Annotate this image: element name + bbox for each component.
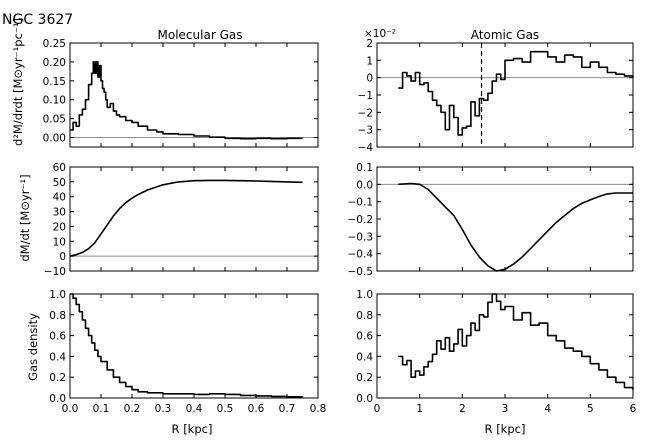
x-tick-label: 0.3	[155, 403, 172, 415]
y-tick-label: 0.10	[43, 95, 66, 107]
y-tick-label: 50	[53, 177, 66, 189]
y-tick-label: 0.00	[43, 133, 66, 145]
x-tick-label: 0.6	[248, 403, 265, 415]
y-tick-label: −10	[44, 266, 66, 278]
y-tick-label: 0.2	[49, 372, 66, 384]
axes-frame	[69, 42, 319, 148]
axes-frame	[376, 42, 634, 148]
scale-factor-label: ×10⁻²	[364, 28, 396, 40]
y-tick-label: 1.0	[49, 289, 66, 301]
y-tick-label: 60	[53, 162, 66, 174]
axes-frame	[69, 166, 319, 272]
series-line-atom-density	[398, 293, 634, 390]
series-line-mol-dmdt	[69, 179, 303, 257]
y-tick-label: 0.15	[43, 76, 66, 88]
y-tick-label: −0.3	[348, 231, 374, 243]
x-tick-label: 0.4	[186, 403, 203, 415]
series-line-atom-d2m	[398, 50, 634, 136]
panel-mol-dmdt: −10 0 10 20 30 40 50 60	[44, 162, 319, 278]
series-line-mol-d2m	[70, 61, 303, 140]
y-tick-label: 0.4	[49, 351, 66, 363]
x-tick-label: 3	[502, 403, 509, 415]
x-tick-label: 0.8	[310, 403, 327, 415]
panel-mol-density: 0.0 0.1 0.2 0.3 0.4 0.5 0.6 0.7 0.8 0.0 0.2 0.4 0.6 0…	[49, 289, 326, 415]
panel-atom-density: 0 1 2 3 4 5 6 0.0 0.2 0.4 0.6 0.8 1.0	[356, 289, 636, 415]
y-tick-label: 0.0	[356, 179, 373, 191]
ylabel-dmdt: dM/dt [M⊙yr⁻¹]	[18, 174, 32, 261]
panel-mol-d2m: 0.00 0.05 0.10 0.15 0.20 0.25	[43, 38, 319, 148]
x-tick-label: 2	[459, 403, 466, 415]
y-tick-label: −0.1	[348, 197, 374, 209]
y-tick-label: 0.1	[356, 162, 373, 174]
y-tick-label: 40	[53, 192, 66, 204]
x-tick-label: 0.7	[279, 403, 296, 415]
x-tick-label: 1	[416, 403, 423, 415]
x-tick-label: 5	[587, 403, 594, 415]
y-tick-label: −0.4	[348, 249, 374, 261]
y-tick-label: 10	[53, 236, 66, 248]
y-tick-label: 0.4	[356, 351, 373, 363]
x-tick-label: 0.2	[124, 403, 141, 415]
y-tick-label: 0.0	[49, 393, 66, 405]
y-tick-label: −3	[358, 125, 373, 137]
y-tick-label: −4	[358, 142, 374, 154]
y-tick-label: −2	[358, 107, 373, 119]
y-tick-label: −0.2	[348, 214, 374, 226]
series-line-mol-density	[70, 293, 304, 398]
y-tick-label: 0	[59, 251, 66, 263]
y-tick-label: −1	[358, 90, 373, 102]
xlabel-atomic: R [kpc]	[485, 422, 526, 436]
y-tick-label: 2	[366, 38, 373, 50]
y-tick-label: 0.6	[356, 331, 373, 343]
y-tick-label: 0.6	[49, 331, 66, 343]
y-tick-label: 0.25	[43, 38, 66, 50]
y-tick-label: 0.20	[43, 57, 66, 69]
x-tick-label: 0	[374, 403, 381, 415]
y-tick-label: 0.2	[356, 372, 373, 384]
series-line-atom-dmdt	[398, 182, 633, 272]
y-tick-label: 0.05	[43, 114, 66, 126]
ylabel-gas-density: Gas density	[26, 313, 40, 381]
y-tick-label: 30	[53, 207, 66, 219]
panel-atom-dmdt: −0.5 −0.4 −0.3 −0.2 −0.1 0.0 0.1	[348, 162, 634, 278]
axes-frame	[376, 293, 634, 399]
figure-title: NGC 3627	[2, 12, 73, 28]
x-tick-label: 0.0	[62, 403, 79, 415]
y-tick-label: 0.8	[49, 310, 66, 322]
x-tick-label: 6	[630, 403, 637, 415]
y-tick-label: 0.8	[356, 310, 373, 322]
column-title-atomic: Atomic Gas	[471, 28, 539, 42]
y-tick-label: 0.0	[356, 393, 373, 405]
y-tick-label: −0.5	[348, 266, 374, 278]
axes-frame	[376, 166, 634, 272]
panel-atom-d2m: −4 −3 −2 −1 0 1 2×10⁻²	[358, 28, 634, 154]
column-title-molecular: Molecular Gas	[158, 28, 243, 42]
y-tick-label: 20	[53, 221, 66, 233]
ylabel-d2m: d²M/drdt [M⊙yr⁻¹pc⁻¹]	[11, 18, 25, 146]
xlabel-molecular: R [kpc]	[172, 422, 213, 436]
x-tick-label: 0.5	[217, 403, 234, 415]
y-tick-label: 1	[366, 55, 373, 67]
y-tick-label: 0	[366, 73, 373, 85]
x-tick-label: 0.1	[93, 403, 110, 415]
axes-frame	[69, 293, 319, 399]
x-tick-label: 4	[544, 403, 551, 415]
y-tick-label: 1.0	[356, 289, 373, 301]
